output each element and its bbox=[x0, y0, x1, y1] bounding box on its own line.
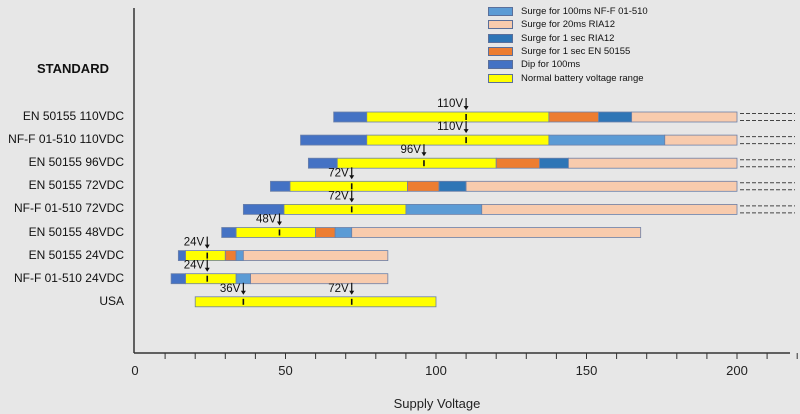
bar-segment-surge1sRIA bbox=[539, 157, 569, 169]
legend-swatch bbox=[488, 33, 513, 43]
legend-item: Surge for 100ms NF-F 01-510 bbox=[488, 5, 648, 18]
nominal-arrow-head-icon bbox=[204, 267, 210, 272]
nominal-arrow-head-icon bbox=[349, 175, 355, 180]
bar-segment-surge1sEN bbox=[407, 180, 440, 192]
nominal-voltage-label: 24V bbox=[184, 260, 205, 272]
bar-segment-surge1sRIA bbox=[438, 180, 467, 192]
bar-segment-normal bbox=[336, 157, 497, 169]
nominal-voltage-label: 72V bbox=[328, 283, 349, 295]
bar-segment-surge1sEN bbox=[548, 111, 599, 123]
legend-item: Surge for 1 sec EN 50155 bbox=[488, 45, 648, 58]
row-label: USA bbox=[99, 293, 124, 308]
bar-segment-surge1sEN bbox=[224, 250, 237, 262]
legend-label: Surge for 20ms RIA12 bbox=[521, 19, 615, 31]
legend-label: Surge for 100ms NF-F 01-510 bbox=[521, 6, 648, 18]
bar-segment-normal bbox=[194, 296, 437, 308]
bar-segment-surge1sRIA bbox=[598, 111, 633, 123]
legend-label: Dip for 100ms bbox=[521, 59, 581, 71]
legend-swatch bbox=[488, 47, 513, 57]
legend-label: Normal battery voltage range bbox=[521, 72, 644, 84]
bar-segment-dip bbox=[333, 111, 368, 123]
nominal-voltage-label: 24V bbox=[184, 237, 205, 249]
standard-heading: STANDARD bbox=[37, 61, 109, 76]
nominal-arrow-head-icon bbox=[463, 129, 469, 134]
bar-segment-surge20ms bbox=[481, 203, 738, 215]
bar-segment-surge100ms bbox=[235, 250, 244, 262]
bar-segment-surge20ms bbox=[664, 134, 738, 146]
nominal-arrow-head-icon bbox=[349, 290, 355, 295]
row-label: NF-F 01-510 24VDC bbox=[13, 270, 124, 285]
bar-segment-dip bbox=[170, 273, 186, 285]
nominal-arrow-head-icon bbox=[463, 106, 469, 110]
legend-item: Dip for 100ms bbox=[488, 58, 648, 71]
nominal-voltage-label: 48V bbox=[256, 214, 277, 226]
bar-segment-surge100ms bbox=[405, 203, 483, 215]
legend-label: Surge for 1 sec EN 50155 bbox=[521, 46, 631, 58]
legend-swatch bbox=[488, 73, 513, 83]
nominal-voltage-label: 110V bbox=[437, 98, 463, 110]
bar-segment-surge20ms bbox=[465, 180, 738, 192]
bar-segment-normal bbox=[235, 227, 316, 238]
legend-swatch bbox=[488, 60, 513, 70]
row-label: EN 50155 72VDC bbox=[28, 178, 124, 193]
row-label: NF-F 01-510 72VDC bbox=[13, 201, 124, 216]
x-tick-label: 200 bbox=[726, 363, 748, 378]
x-tick-label: 0 bbox=[131, 363, 138, 378]
x-tick-label: 100 bbox=[425, 363, 447, 378]
bar-segment-surge1sEN bbox=[315, 227, 336, 238]
legend: Surge for 100ms NF-F 01-510 Surge for 20m… bbox=[488, 5, 648, 85]
bar-segment-surge100ms bbox=[334, 227, 353, 238]
row-label: EN 50155 96VDC bbox=[28, 155, 124, 170]
bar-segment-dip bbox=[270, 180, 291, 192]
legend-label: Surge for 1 sec RIA12 bbox=[521, 32, 615, 44]
bar-segment-surge20ms bbox=[568, 157, 738, 169]
row-label: EN 50155 24VDC bbox=[28, 247, 124, 262]
nominal-voltage-label: 36V bbox=[220, 283, 241, 295]
nominal-arrow-head-icon bbox=[349, 198, 355, 203]
nominal-arrow-head-icon bbox=[240, 290, 246, 295]
nominal-voltage-label: 96V bbox=[400, 144, 421, 156]
bar-segment-surge20ms bbox=[242, 250, 389, 262]
bar-segment-surge20ms bbox=[250, 273, 389, 285]
bar-segment-dip bbox=[221, 227, 237, 238]
bar-segment-surge20ms bbox=[631, 111, 738, 123]
bar-segment-dip bbox=[300, 134, 368, 146]
bar-segment-normal bbox=[366, 134, 550, 146]
row-label: EN 50155 110VDC bbox=[22, 109, 124, 123]
bar-segment-surge100ms bbox=[548, 134, 666, 146]
nominal-voltage-label: 72V bbox=[328, 190, 349, 202]
bar-segment-normal bbox=[283, 203, 407, 215]
bar-segment-surge20ms bbox=[351, 227, 642, 238]
nominal-voltage-label: 110V bbox=[437, 121, 463, 133]
nominal-arrow-head-icon bbox=[276, 221, 282, 226]
legend-swatch bbox=[488, 7, 513, 17]
x-tick-label: 150 bbox=[576, 363, 598, 378]
nominal-arrow-head-icon bbox=[421, 152, 427, 157]
row-label: NF-F 01-510 110VDC bbox=[8, 132, 124, 147]
legend-item: Normal battery voltage range bbox=[488, 71, 648, 84]
legend-item: Surge for 20ms RIA12 bbox=[488, 18, 648, 31]
nominal-voltage-label: 72V bbox=[328, 167, 349, 179]
legend-item: Surge for 1 sec RIA12 bbox=[488, 32, 648, 45]
x-axis-label: Supply Voltage bbox=[393, 396, 481, 411]
x-tick-label: 50 bbox=[278, 363, 292, 378]
row-label: EN 50155 48VDC bbox=[28, 224, 124, 239]
bar-segment-surge1sEN bbox=[495, 157, 540, 169]
nominal-arrow-head-icon bbox=[204, 244, 210, 249]
legend-swatch bbox=[488, 20, 513, 30]
